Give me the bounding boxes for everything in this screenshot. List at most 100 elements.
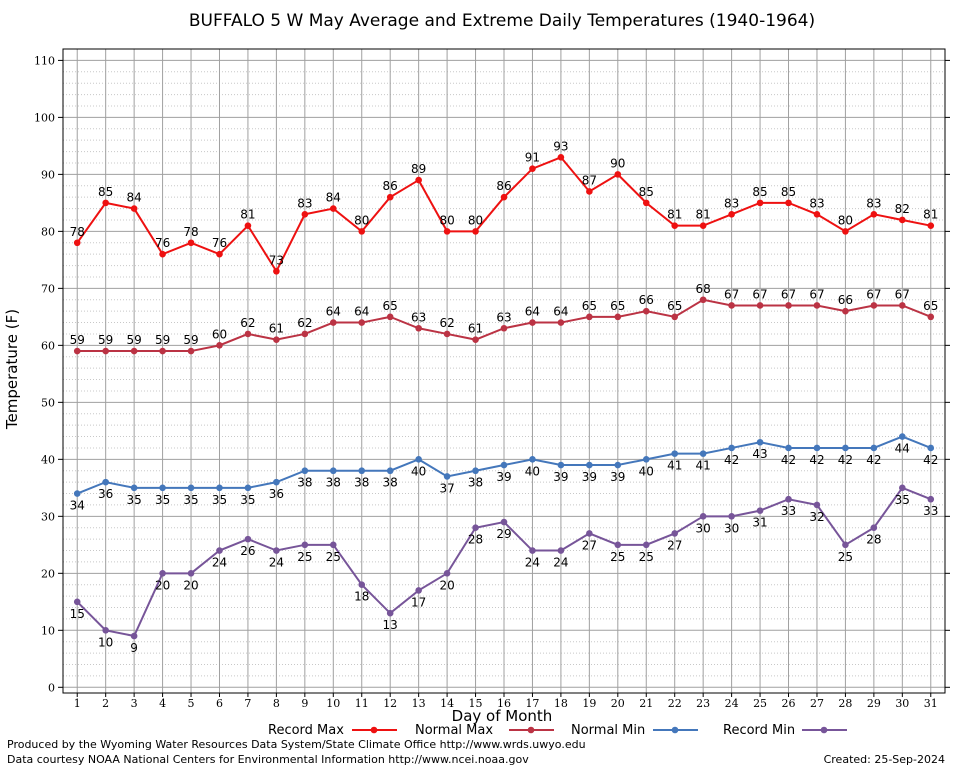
- data-label: 9: [130, 641, 138, 655]
- data-label: 84: [126, 191, 141, 205]
- data-label: 65: [667, 299, 682, 313]
- data-label: 62: [240, 316, 255, 330]
- data-label: 62: [297, 316, 312, 330]
- data-label: 24: [553, 556, 568, 570]
- data-point: [244, 484, 252, 492]
- x-tick-label: 16: [497, 697, 511, 710]
- legend-label: Normal Min: [571, 723, 645, 738]
- x-tick-label: 19: [582, 697, 596, 710]
- data-point: [102, 347, 109, 355]
- data-point: [756, 507, 764, 514]
- x-tick-label: 6: [216, 697, 223, 710]
- data-point: [699, 450, 707, 457]
- series-record-min: 15 10 9 20 20 24 26 24 25 25 18 13 17 20 28 29 24 24 27 25 2…: [70, 484, 938, 655]
- series-normal-max: 59 59 59 59 59 60 62 61 62 64 64 65 63 62 61 63 64 64 65 65…: [70, 282, 938, 355]
- data-label: 40: [639, 464, 654, 478]
- data-label: 43: [752, 447, 767, 461]
- grid: [63, 49, 945, 693]
- data-point: [187, 570, 195, 577]
- data-point: [73, 239, 81, 247]
- x-tick-label: 10: [326, 697, 340, 710]
- data-label: 81: [923, 208, 938, 222]
- data-point: [216, 484, 223, 492]
- x-tick-label: 8: [273, 697, 280, 710]
- data-label: 80: [439, 213, 454, 227]
- legend-item: Normal Min: [571, 723, 698, 738]
- data-label: 76: [155, 236, 170, 250]
- data-point: [301, 541, 309, 549]
- x-tick-label: 20: [611, 697, 625, 710]
- data-point: [358, 467, 366, 475]
- data-point: [472, 336, 479, 343]
- data-point: [699, 222, 707, 229]
- data-label: 86: [496, 179, 511, 193]
- x-axis-title: Day of Month: [452, 707, 553, 725]
- legend-item: Normal Max: [415, 723, 554, 738]
- data-label: 17: [411, 595, 426, 609]
- data-point: [813, 210, 821, 218]
- data-label: 59: [183, 333, 198, 347]
- data-point: [130, 205, 138, 212]
- data-label: 42: [781, 453, 796, 467]
- data-point: [642, 541, 650, 549]
- data-label: 68: [696, 282, 711, 296]
- data-point: [244, 222, 252, 229]
- data-point: [728, 444, 735, 452]
- data-label: 85: [781, 185, 796, 199]
- data-label: 40: [411, 464, 426, 478]
- y-tick-label: 80: [41, 225, 55, 238]
- x-tick-label: 3: [131, 697, 138, 710]
- data-label: 39: [496, 470, 511, 484]
- data-point: [842, 228, 849, 235]
- data-point: [386, 313, 394, 321]
- data-point: [671, 450, 679, 457]
- data-label: 42: [724, 453, 739, 467]
- data-label: 38: [383, 476, 398, 490]
- data-label: 63: [496, 310, 511, 324]
- data-label: 25: [297, 550, 312, 564]
- data-label: 38: [468, 476, 483, 490]
- data-point: [500, 518, 508, 526]
- data-label: 24: [269, 556, 284, 570]
- data-point: [870, 302, 878, 309]
- data-label: 13: [383, 618, 398, 632]
- y-axis-title: Temperature (F): [3, 309, 21, 430]
- y-tick-label: 70: [41, 282, 55, 295]
- data-label: 90: [610, 156, 625, 170]
- data-point: [273, 267, 280, 275]
- data-label: 25: [639, 550, 654, 564]
- data-label: 25: [326, 550, 341, 564]
- data-label: 25: [838, 550, 853, 564]
- data-point: [785, 199, 792, 207]
- data-point: [927, 444, 935, 452]
- data-label: 41: [696, 459, 711, 473]
- data-label: 38: [326, 476, 341, 490]
- data-label: 59: [98, 333, 113, 347]
- data-point: [813, 444, 821, 452]
- x-tick-label: 21: [639, 697, 653, 710]
- data-label: 67: [866, 287, 881, 301]
- legend-label: Normal Max: [415, 723, 493, 738]
- data-label: 64: [326, 305, 341, 319]
- x-tick-label: 27: [810, 697, 824, 710]
- data-point: [301, 467, 309, 475]
- data-point: [529, 456, 536, 463]
- data-point: [529, 165, 536, 172]
- legend-item: Record Min: [723, 723, 847, 738]
- y-tick-label: 110: [34, 54, 55, 67]
- data-label: 29: [496, 527, 511, 541]
- data-label: 35: [895, 493, 910, 507]
- data-point: [472, 467, 479, 475]
- data-label: 24: [525, 556, 540, 570]
- data-label: 60: [212, 327, 227, 341]
- x-tick-label: 5: [188, 697, 195, 710]
- data-label: 35: [240, 493, 255, 507]
- footer-created: Created: 25-Sep-2024: [824, 753, 945, 766]
- data-point: [642, 456, 650, 463]
- data-point: [586, 313, 593, 321]
- data-point: [671, 222, 679, 229]
- data-label: 35: [183, 493, 198, 507]
- data-label: 83: [724, 196, 739, 210]
- data-point: [130, 632, 138, 640]
